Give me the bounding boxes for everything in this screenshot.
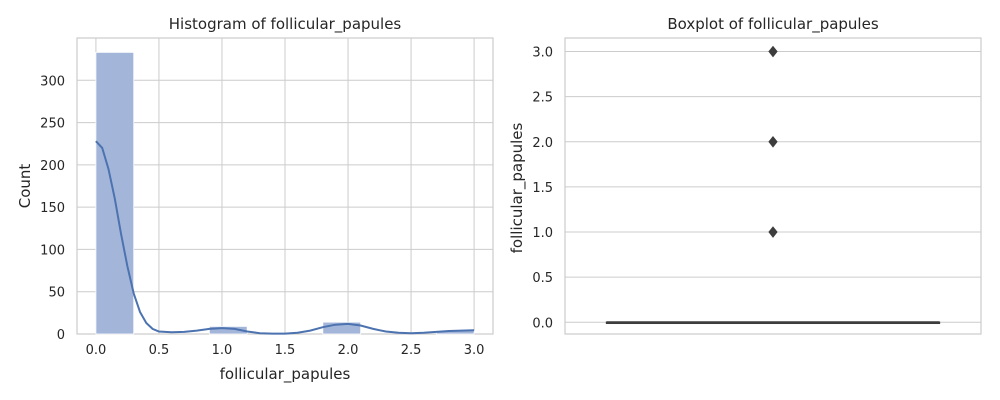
histogram-y-tick-labels: 0 50 100 150 200 250 300 [40, 74, 65, 343]
boxplot-y-tick-label: 3.0 [532, 46, 553, 61]
histogram-kde-curve [95, 140, 475, 335]
boxplot-y-tick-label: 0.0 [532, 316, 553, 331]
histogram-bar [95, 51, 135, 335]
boxplot-outlier-marker [768, 45, 778, 58]
histogram-bar [208, 325, 248, 335]
histogram-y-tick-label: 250 [40, 117, 65, 132]
histogram-title: Histogram of follicular_papules [169, 15, 402, 34]
boxplot-box [605, 321, 941, 325]
boxplot-y-tick-labels: 0.0 0.5 1.0 1.5 2.0 2.5 3.0 [532, 46, 553, 332]
histogram-x-tick-label: 2.5 [401, 343, 422, 358]
histogram-x-tick-labels: 0.0 0.5 1.0 1.5 2.0 2.5 3.0 [86, 343, 485, 358]
boxplot-y-tick-label: 1.5 [532, 181, 553, 196]
boxplot-y-tick-label: 2.0 [532, 136, 553, 151]
boxplot-plot-area [564, 37, 982, 335]
histogram-x-tick-label: 1.0 [212, 343, 233, 358]
histogram-y-tick-label: 100 [40, 243, 65, 258]
boxplot-y-tick-label: 2.5 [532, 91, 553, 106]
boxplot-outlier-marker [768, 135, 778, 148]
histogram-x-tick-label: 2.0 [338, 343, 359, 358]
histogram-y-tick-label: 50 [48, 286, 65, 301]
boxplot-y-tick-label: 0.5 [532, 271, 553, 286]
histogram-x-tick-label: 3.0 [464, 343, 485, 358]
histogram-bars [95, 51, 475, 335]
histogram-y-tick-label: 150 [40, 201, 65, 216]
histogram-y-tick-label: 0 [57, 328, 65, 343]
histogram-y-tick-label: 300 [40, 74, 65, 89]
boxplot-panel: 0.0 0.5 1.0 1.5 2.0 2.5 3.0 Boxplot of follicu… [508, 15, 982, 335]
histogram-x-axis-label: follicular_papules [220, 365, 351, 384]
boxplot-y-tick-label: 1.0 [532, 226, 553, 241]
histogram-y-tick-label: 200 [40, 159, 65, 174]
boxplot-outliers [768, 45, 778, 238]
boxplot-y-axis-label: follicular_papules [508, 122, 527, 253]
histogram-x-tick-label: 0.0 [86, 343, 107, 358]
histogram-panel: 0.0 0.5 1.0 1.5 2.0 2.5 3.0 0 50 100 150 200 250 300… [16, 15, 494, 384]
histogram-x-tick-label: 0.5 [149, 343, 170, 358]
histogram-y-axis-label: Count [16, 164, 34, 209]
kde-line [95, 140, 475, 335]
histogram-x-tick-label: 1.5 [275, 343, 296, 358]
boxplot-outlier-marker [768, 226, 778, 238]
boxplot-title: Boxplot of follicular_papules [667, 15, 879, 34]
